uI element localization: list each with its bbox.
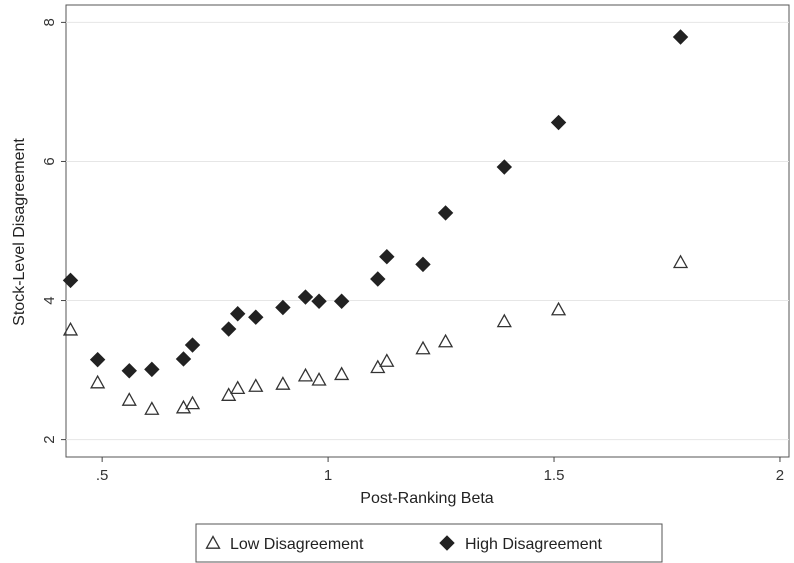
low-disagreement-point — [550, 301, 567, 316]
low-disagreement-point — [379, 353, 395, 367]
high-disagreement-point — [437, 205, 454, 221]
low-disagreement-point — [496, 313, 512, 328]
x-tick-label: 2 — [776, 467, 784, 484]
high-disagreement-point — [62, 272, 79, 289]
low-disagreement-point — [90, 374, 106, 389]
low-disagreement-point — [415, 340, 431, 355]
low-disagreement-point — [437, 333, 454, 348]
low-disagreement-point — [221, 387, 237, 401]
low-disagreement-point — [144, 401, 160, 415]
high-disagreement-point — [144, 361, 160, 378]
x-axis-ticks: .5 1 1.5 2 — [96, 457, 784, 484]
high-disagreement-point — [220, 321, 237, 337]
y-tick-label: 2 — [41, 435, 58, 443]
y-gridlines — [66, 21, 789, 441]
low-disagreement-point — [275, 376, 291, 390]
legend-label-high-disagreement: High Disagreement — [465, 536, 603, 553]
high-disagreement-point — [370, 271, 386, 287]
high-disagreement-point — [297, 289, 314, 305]
x-axis-title: Post-Ranking Beta — [360, 490, 494, 507]
high-disagreement-point — [175, 351, 192, 367]
x-tick-label: .5 — [96, 467, 109, 484]
legend-label-low-disagreement: Low Disagreement — [230, 536, 364, 553]
high-disagreement-point — [496, 159, 513, 175]
x-tick-label: 1 — [324, 467, 332, 484]
y-tick-label: 8 — [41, 18, 58, 26]
low-disagreement-point — [672, 254, 689, 269]
y-axis-title: Stock-Level Disagreement — [11, 138, 28, 326]
high-disagreement-point — [550, 114, 567, 131]
high-disagreement-point — [275, 299, 291, 316]
high-disagreement-point — [333, 293, 350, 309]
y-axis-ticks: 2 4 6 8 — [41, 18, 66, 444]
low-disagreement-point — [184, 395, 201, 410]
low-disagreement-point — [121, 392, 137, 406]
legend-marker-low-disagreement — [205, 535, 221, 549]
low-disagreement-point — [62, 321, 79, 336]
high-disagreement-point — [121, 363, 137, 379]
y-tick-label: 4 — [41, 296, 58, 304]
plot-area — [65, 4, 790, 458]
legend-marker-high-disagreement — [439, 535, 455, 551]
low-disagreement-point — [230, 380, 246, 395]
low-disagreement-point — [248, 378, 264, 392]
high-disagreement-point — [184, 337, 201, 353]
y-tick-label: 6 — [41, 157, 58, 165]
low-disagreement-point — [311, 371, 327, 386]
high-disagreement-point — [311, 293, 327, 309]
legend: Low Disagreement High Disagreement — [195, 523, 663, 563]
high-disagreement-point — [379, 249, 395, 265]
high-disagreement-point — [248, 309, 264, 325]
high-disagreement-point — [672, 29, 689, 45]
legend-triangle-icon — [205, 535, 221, 549]
low-disagreement-point — [297, 367, 314, 382]
high-disagreement-point — [230, 306, 246, 322]
series-high-disagreement — [62, 29, 689, 379]
legend-diamond-icon — [439, 535, 455, 551]
low-disagreement-point — [334, 366, 350, 381]
legend-box — [195, 523, 663, 563]
high-disagreement-point — [89, 351, 106, 368]
x-tick-label: 1.5 — [544, 467, 565, 484]
series-low-disagreement — [62, 254, 689, 415]
high-disagreement-point — [415, 256, 431, 273]
